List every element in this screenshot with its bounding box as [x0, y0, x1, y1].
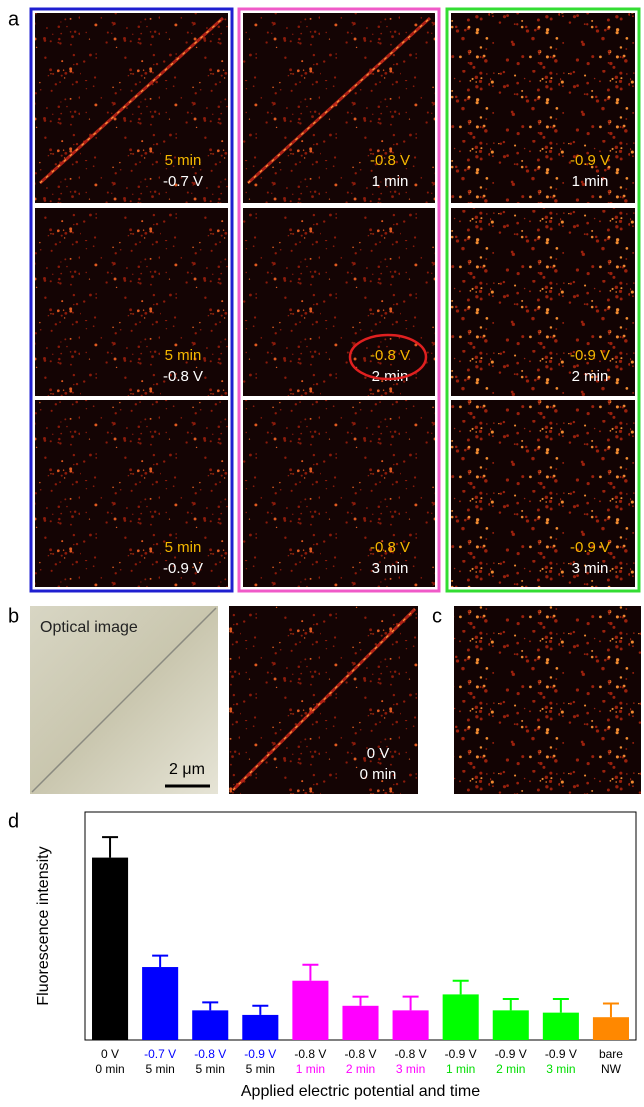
- frame-label: -0.8 V: [370, 152, 410, 169]
- bar: [242, 1015, 278, 1040]
- frame-label: -0.8 V: [370, 347, 410, 364]
- scale-label: 2 μm: [169, 761, 205, 778]
- panel-label: d: [8, 810, 19, 832]
- x-tick-label: 5 min: [145, 1062, 174, 1076]
- bar: [493, 1010, 529, 1040]
- panel-label: a: [8, 8, 20, 30]
- error-bar: [202, 1002, 218, 1010]
- x-tick-label: NW: [601, 1062, 622, 1076]
- x-tick-label: -0.8 V: [344, 1047, 376, 1061]
- panel-label: b: [8, 605, 19, 627]
- optical-caption: Optical image: [40, 619, 138, 636]
- bar: [92, 858, 128, 1040]
- frame-label: 3 min: [372, 560, 409, 577]
- bar: [342, 1006, 378, 1040]
- frame-label: 5 min: [165, 539, 202, 556]
- panel-label: c: [432, 605, 442, 627]
- bar: [543, 1013, 579, 1040]
- frame-label: -0.9 V: [570, 152, 610, 169]
- x-tick-label: -0.7 V: [144, 1047, 176, 1061]
- error-bar: [503, 999, 519, 1010]
- micrograph: [35, 400, 228, 587]
- error-bar: [403, 997, 419, 1011]
- frame-label: 5 min: [165, 347, 202, 364]
- y-axis-label: Fluorescence intensity: [35, 846, 52, 1005]
- frame-label: 5 min: [165, 152, 202, 169]
- x-axis-label: Applied electric potential and time: [241, 1083, 480, 1100]
- error-bar: [302, 965, 318, 981]
- bar: [142, 967, 178, 1040]
- error-bar: [252, 1006, 268, 1015]
- x-tick-label: -0.8 V: [294, 1047, 326, 1061]
- figure: a5 min-0.7 V5 min-0.8 V5 min-0.9 V-0.8 V…: [0, 0, 644, 1102]
- frame-label: 1 min: [572, 173, 609, 190]
- bar: [593, 1017, 629, 1040]
- x-tick-label: 2 min: [346, 1062, 375, 1076]
- bar: [292, 981, 328, 1040]
- error-bar: [453, 981, 469, 995]
- x-tick-label: 5 min: [196, 1062, 225, 1076]
- x-tick-label: 2 min: [496, 1062, 525, 1076]
- x-tick-label: -0.9 V: [545, 1047, 577, 1061]
- frame-label: -0.7 V: [163, 173, 203, 190]
- x-tick-label: 3 min: [546, 1062, 575, 1076]
- x-tick-label: 3 min: [396, 1062, 425, 1076]
- frame-label: 0 V: [367, 745, 390, 762]
- x-tick-label: -0.9 V: [445, 1047, 477, 1061]
- error-bar: [102, 837, 118, 858]
- micrograph: [243, 400, 435, 587]
- x-tick-label: 1 min: [296, 1062, 325, 1076]
- x-tick-label: bare: [599, 1047, 623, 1061]
- x-tick-label: 0 V: [101, 1047, 119, 1061]
- frame-label: -0.8 V: [370, 539, 410, 556]
- error-bar: [152, 956, 168, 967]
- frame-label: -0.9 V: [570, 347, 610, 364]
- bar: [393, 1010, 429, 1040]
- frame-label: 2 min: [572, 368, 609, 385]
- error-bar: [603, 1004, 619, 1018]
- frame-label: -0.9 V: [570, 539, 610, 556]
- x-tick-label: 1 min: [446, 1062, 475, 1076]
- frame-label: 1 min: [372, 173, 409, 190]
- x-tick-label: -0.9 V: [495, 1047, 527, 1061]
- bar: [192, 1010, 228, 1040]
- bar: [443, 994, 479, 1040]
- x-tick-label: 5 min: [246, 1062, 275, 1076]
- frame-label: 3 min: [572, 560, 609, 577]
- micrograph: [454, 606, 641, 794]
- frame-label: -0.8 V: [163, 368, 203, 385]
- frame-label: 0 min: [360, 766, 397, 783]
- x-tick-label: 0 min: [95, 1062, 124, 1076]
- frame-label: -0.9 V: [163, 560, 203, 577]
- x-tick-label: -0.8 V: [395, 1047, 427, 1061]
- error-bar: [353, 997, 369, 1006]
- x-tick-label: -0.8 V: [194, 1047, 226, 1061]
- micrograph: [451, 400, 635, 587]
- x-tick-label: -0.9 V: [244, 1047, 276, 1061]
- error-bar: [553, 999, 569, 1013]
